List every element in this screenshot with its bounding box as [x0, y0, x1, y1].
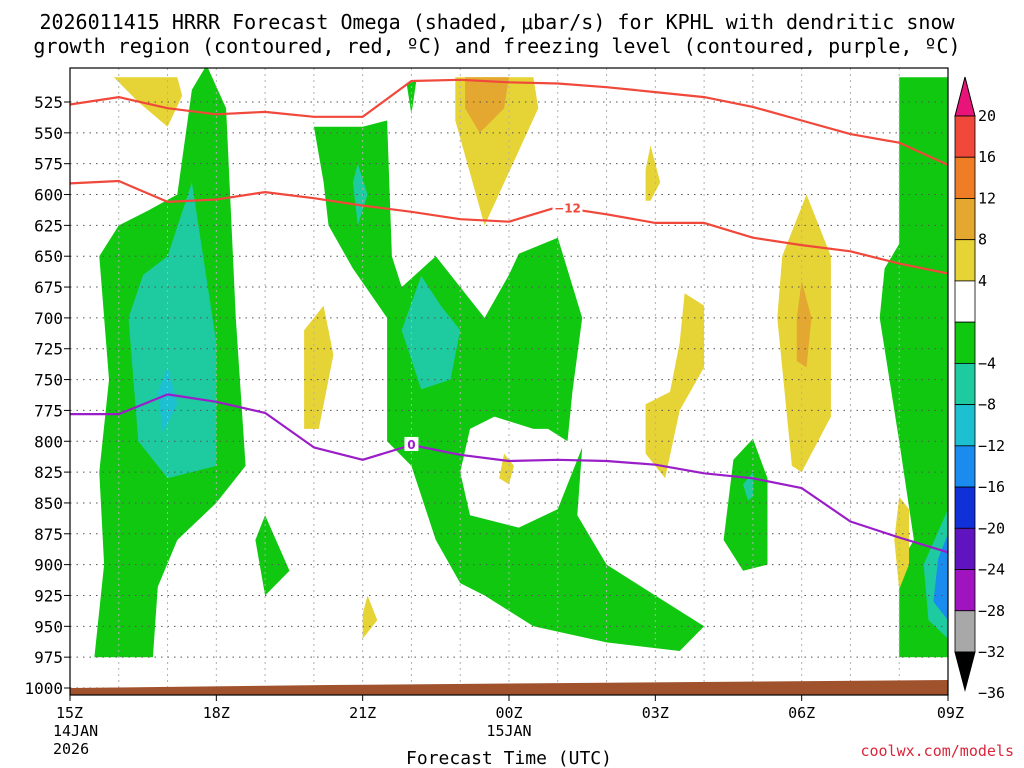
grid-lines	[70, 68, 948, 695]
y-tick-label-575: 575	[34, 155, 63, 174]
colorbar-bin-1	[954, 156, 976, 199]
colorbar-label--12: −12	[978, 437, 1005, 455]
colorbar-label--32: −32	[978, 643, 1005, 661]
colorbar-label--28: −28	[978, 602, 1005, 620]
y-tick-label-925: 925	[34, 586, 63, 605]
y-tick-label-550: 550	[34, 124, 63, 143]
x-tick-sublabel2-15Z: 2026	[53, 740, 89, 758]
omega-region-orange-top-mid	[465, 77, 509, 133]
colorbar: 20 16 12 8 4 −4 −8 −12 −16 −20 −24 −28 −32 −36	[954, 76, 1005, 702]
colorbar-label-20: 20	[978, 107, 996, 125]
contour-label-dgz-lower: −12	[554, 201, 581, 215]
colorbar-label--8: −8	[978, 396, 996, 414]
colorbar-label--4: −4	[978, 354, 996, 372]
contour-label-freezing-level: 0	[407, 438, 415, 452]
y-axis: 525 550 575 600 625 650 675 700 725 750 775 800 825 8…	[24, 93, 70, 698]
colorbar-bin-0	[954, 115, 976, 158]
omega-region-blue-right	[933, 533, 948, 621]
y-tick-label-900: 900	[34, 556, 63, 575]
y-tick-label-650: 650	[34, 247, 63, 266]
colorbar-bin-11	[954, 569, 976, 612]
x-tick-label-18Z: 18Z	[203, 704, 230, 722]
colorbar-bin-3	[954, 239, 976, 282]
colorbar-top-triangle	[954, 76, 976, 117]
omega-region-green-blob-04z	[723, 438, 768, 571]
y-tick-label-600: 600	[34, 186, 63, 205]
colorbar-bin-6	[954, 362, 976, 406]
chart-title-line-1: 2026011415 HRRR Forecast Omega (shaded, …	[39, 10, 955, 34]
x-tick-label-21Z: 21Z	[349, 704, 376, 722]
y-tick-label-750: 750	[34, 371, 63, 390]
contour-dgz-upper	[70, 78, 948, 166]
y-tick-label-675: 675	[34, 278, 63, 297]
y-tick-label-725: 725	[34, 340, 63, 359]
x-tick-label-15Z: 15Z	[56, 704, 83, 722]
y-tick-label-625: 625	[34, 216, 63, 235]
y-tick-label-950: 950	[34, 617, 63, 636]
contour-label-bg-freezing-level	[404, 436, 419, 451]
colorbar-bin-4	[954, 280, 976, 323]
y-tick-label-875: 875	[34, 525, 63, 544]
omega-region-cyan-col-2	[401, 275, 461, 390]
omega-region-yellow-sliver-02z	[645, 145, 661, 201]
omega-shading	[94, 68, 948, 658]
omega-region-green-blob-low	[255, 515, 290, 596]
y-tick-label-825: 825	[34, 463, 63, 482]
x-tick-label-00Z: 00Z	[495, 704, 522, 722]
colorbar-bin-10	[954, 527, 976, 570]
colorbar-label-8: 8	[978, 231, 987, 249]
y-tick-label-775: 775	[34, 401, 63, 420]
omega-region-yellow-spot-b	[362, 595, 378, 639]
omega-region-cyan-spot-upper	[352, 163, 368, 226]
colorbar-label--20: −20	[978, 519, 1005, 537]
colorbar-label--16: −16	[978, 478, 1005, 496]
omega-region-cyan-spot-04z	[743, 472, 753, 501]
omega-region-yellow-03z	[645, 293, 705, 479]
colorbar-bin-8	[954, 445, 976, 488]
colorbar-label-16: 16	[978, 148, 996, 166]
omega-region-yellow-spot-a	[304, 305, 334, 429]
contour-freezing-level	[70, 393, 948, 554]
omega-region-orange-05z	[796, 280, 812, 368]
x-tick-sublabel-15Z: 14JAN	[53, 722, 98, 740]
ground-terrain	[70, 680, 948, 695]
contour-dgz-lower	[70, 179, 948, 275]
colorbar-bottom-triangle	[954, 651, 976, 692]
colorbar-bin-7	[954, 404, 976, 447]
y-tick-label-525: 525	[34, 93, 63, 112]
plot-area: −12 0	[69, 67, 949, 696]
omega-region-green-col-right	[879, 77, 948, 658]
y-tick-label-975: 975	[34, 648, 63, 667]
y-tick-label-800: 800	[34, 432, 63, 451]
credit-text: coolwx.com/models	[860, 742, 1014, 760]
x-axis-title: Forecast Time (UTC)	[406, 748, 612, 768]
colorbar-bin-2	[954, 198, 976, 241]
colorbar-bin-5	[954, 321, 976, 364]
colorbar-bin-9	[954, 486, 976, 529]
contour-label-bg-dgz-lower	[552, 200, 583, 215]
colorbar-label--36: −36	[978, 684, 1005, 702]
colorbar-bin-12	[954, 610, 976, 653]
colorbar-label-12: 12	[978, 189, 996, 207]
colorbar-label--24: −24	[978, 561, 1005, 579]
x-tick-label-09Z: 09Z	[937, 704, 964, 722]
omega-region-green-spot-top	[406, 81, 417, 115]
y-tick-label-850: 850	[34, 494, 63, 513]
colorbar-label-4: 4	[978, 272, 987, 290]
y-tick-label-1000: 1000	[24, 679, 63, 698]
omega-region-yellow-08z	[894, 496, 909, 590]
chart-title-line-2: growth region (contoured, red, ºC) and f…	[33, 34, 960, 58]
y-tick-label-700: 700	[34, 309, 63, 328]
contour-lines: −12 0	[70, 78, 948, 554]
x-tick-sublabel-00Z: 15JAN	[486, 722, 531, 740]
x-tick-label-03Z: 03Z	[642, 704, 669, 722]
omega-region-green-col-2	[313, 120, 705, 651]
x-tick-label-06Z: 06Z	[788, 704, 815, 722]
